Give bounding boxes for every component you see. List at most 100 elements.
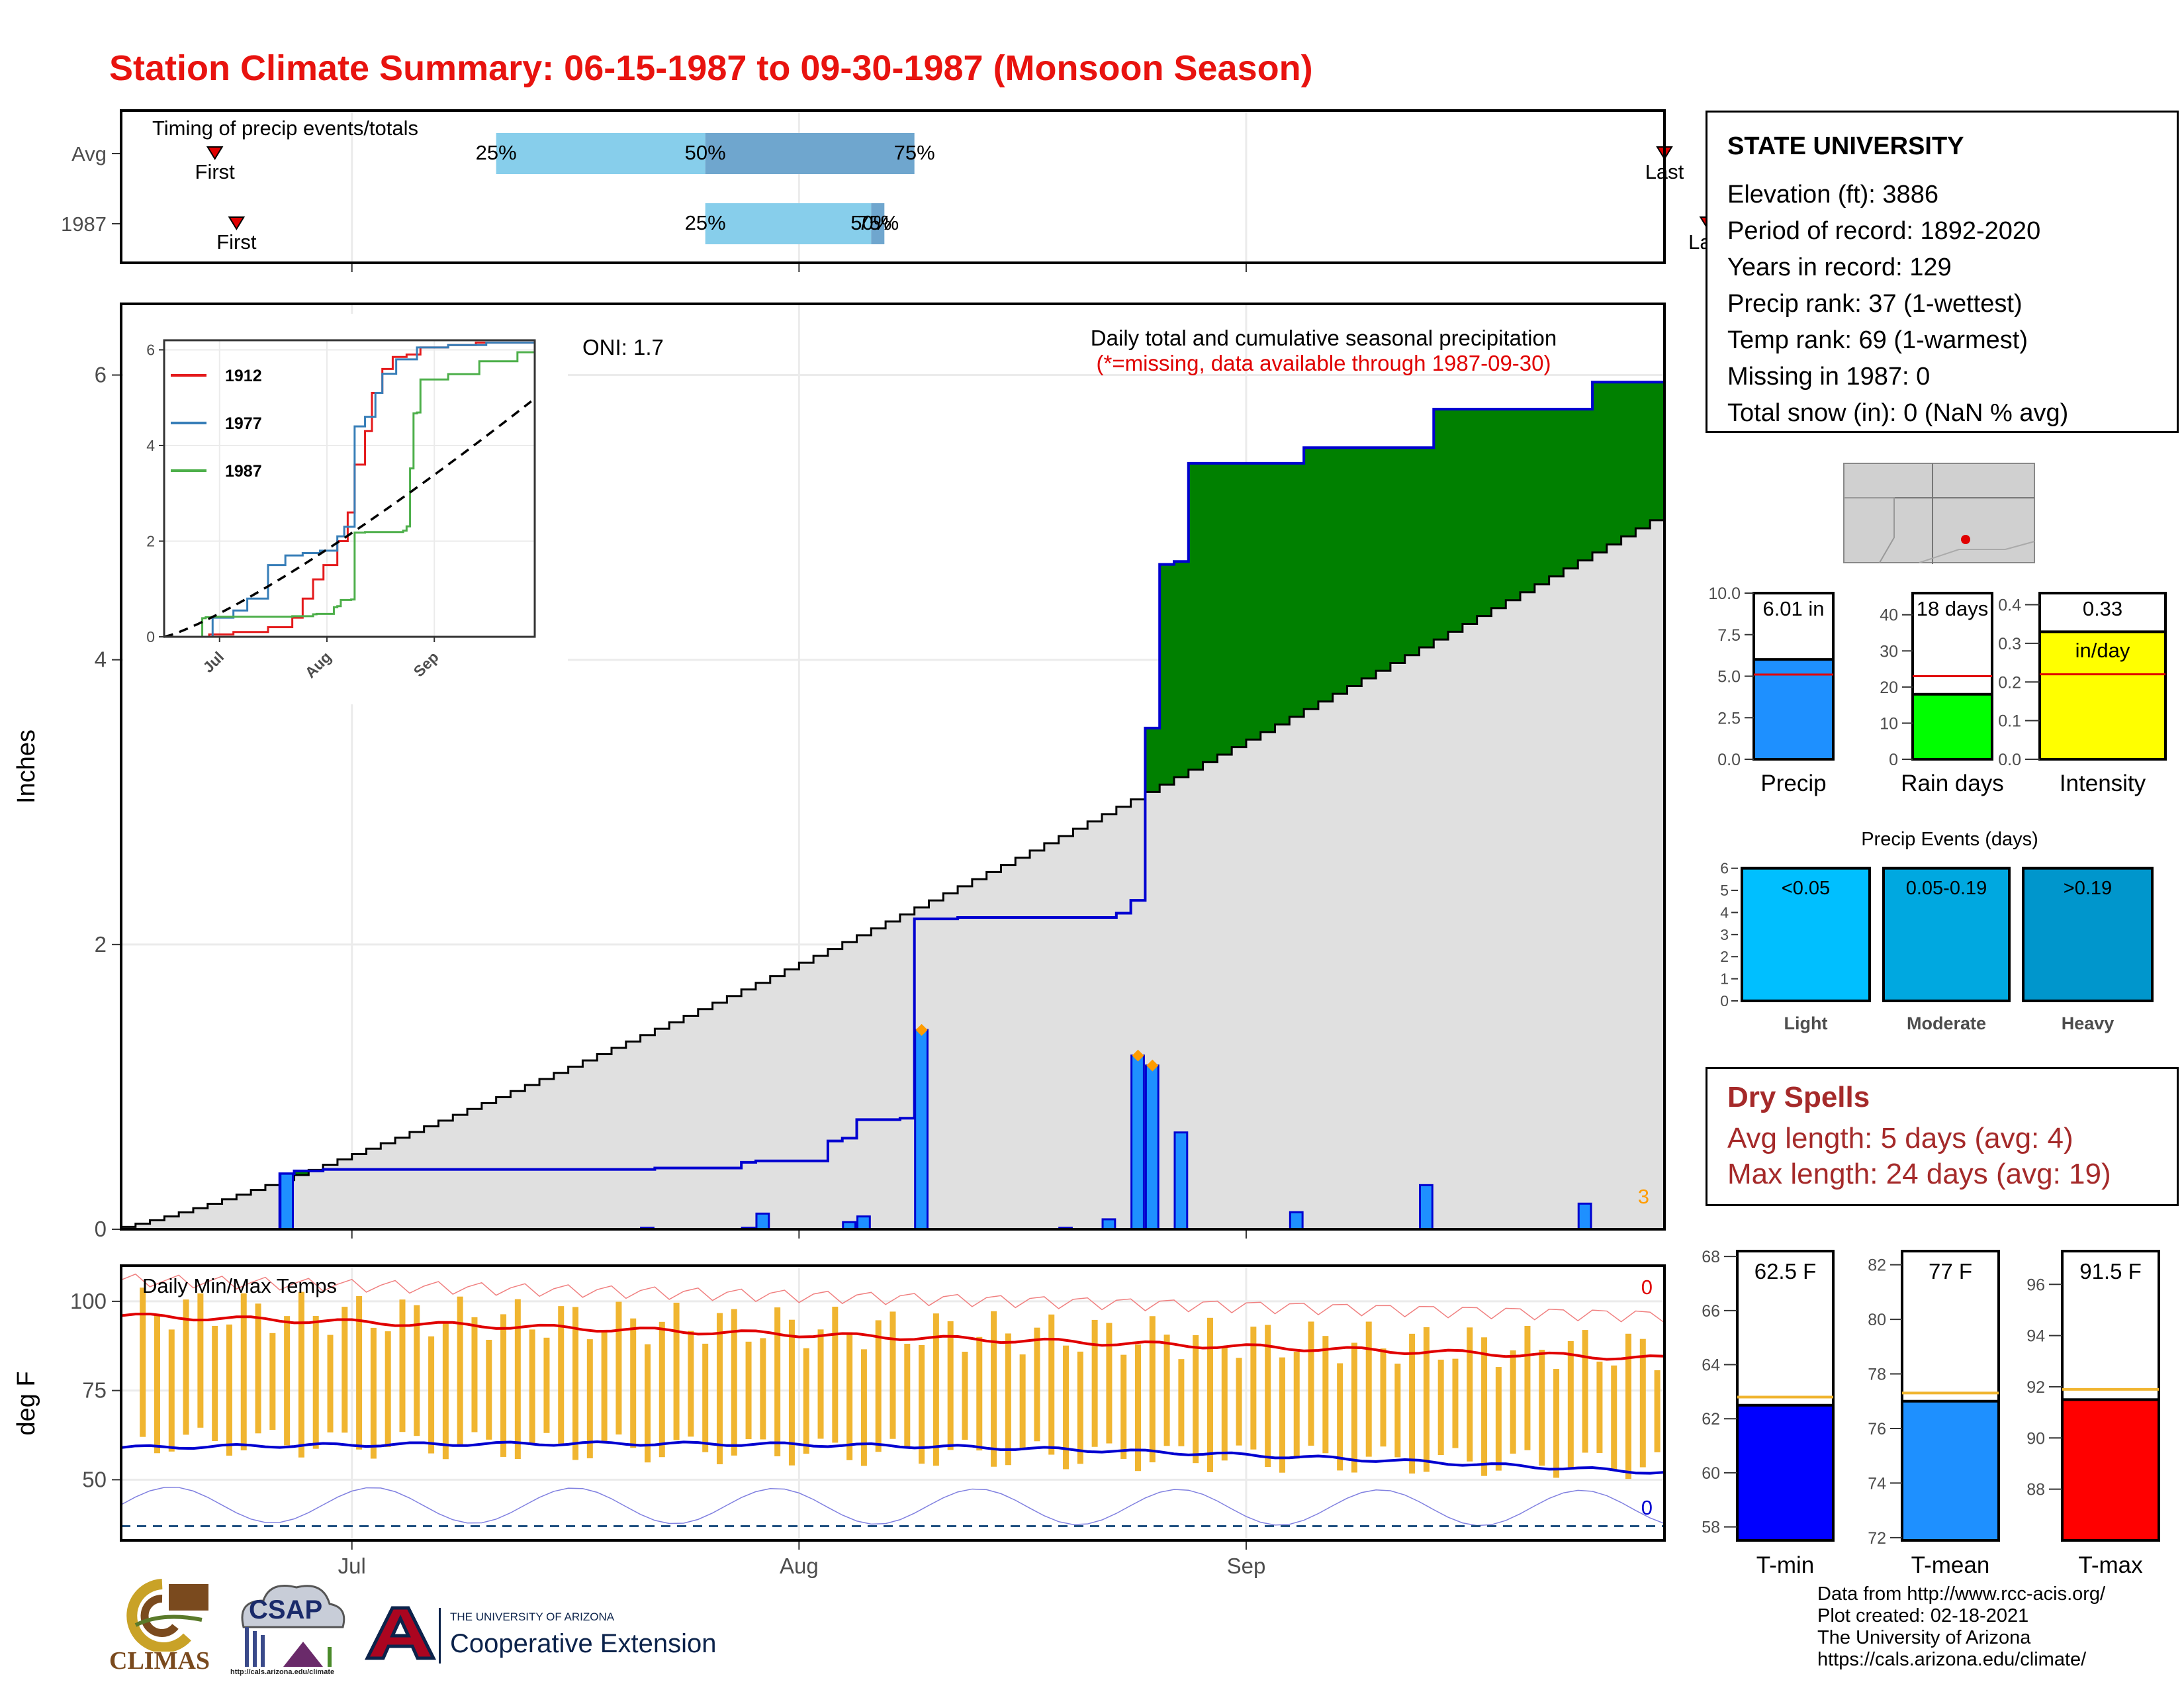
stat-bar-outline: [2038, 630, 2167, 761]
precip-ytick-label: 2: [95, 932, 107, 957]
temp-stat-ytick-label: 80: [1868, 1311, 1886, 1329]
temp-daily-bar: [1034, 1327, 1040, 1442]
stat-bar-intensity: [2041, 632, 2164, 759]
temp-stat-bar-t-min: [1739, 1405, 1832, 1540]
page-title: Station Climate Summary: 06-15-1987 to 0…: [109, 48, 1313, 88]
stat-ytick-label: 5.0: [1717, 668, 1741, 686]
station-precip-rank: Precip rank: 37 (1-wettest): [1727, 290, 2023, 318]
dry-spells-box: Dry Spells Avg length: 5 days (avg: 4) M…: [1706, 1067, 2179, 1206]
temp-stat-category-label: T-mean: [1911, 1552, 1990, 1578]
temp-daily-bar: [933, 1313, 939, 1466]
precip-anomaly-fill: [1448, 409, 1463, 632]
temp-daily-bar: [442, 1323, 449, 1460]
precip-anomaly-fill: [1491, 409, 1506, 608]
inset-frame: [163, 339, 536, 638]
events-ytick-label: 3: [1720, 926, 1729, 943]
stat-category-label: Precip: [1760, 771, 1826, 796]
inset-legend-label: 1912: [225, 367, 262, 385]
temp-daily-bar: [962, 1351, 968, 1440]
temp-daily-bar: [889, 1311, 896, 1439]
missing-count-label: 3: [1638, 1185, 1649, 1208]
timing-upper-box: [705, 133, 915, 174]
temp-daily-bar: [1510, 1350, 1516, 1454]
precip-anomaly-fill: [1304, 447, 1319, 710]
temp-daily-bar: [1149, 1316, 1156, 1463]
precip-daily-bar: [1289, 1211, 1304, 1231]
temp-daily-bar: [1063, 1345, 1069, 1470]
temp-daily-bar: [226, 1324, 232, 1456]
temp-daily-bar: [183, 1299, 189, 1435]
precip-anomaly-fill: [1217, 463, 1232, 755]
temp-xtick-label: Aug: [780, 1554, 819, 1578]
events-range-label: 0.05-0.19: [1906, 878, 1987, 899]
temp-daily-bar: [514, 1299, 521, 1460]
csap-text: CSAP: [249, 1595, 323, 1624]
events-bar-heavy: [2022, 867, 2154, 1002]
timing-pct-label: 75%: [894, 141, 935, 164]
temp-daily-bar: [1236, 1358, 1242, 1446]
temp-daily-bar: [1308, 1321, 1314, 1446]
precip-annotation-title: Daily total and cumulative seasonal prec…: [1091, 326, 1557, 350]
stat-value-label: 18 days: [1917, 597, 1989, 620]
precip-anomaly-fill: [1203, 463, 1218, 763]
stat-ytick-label: 0.1: [1998, 712, 2021, 731]
temp-daily-bar: [197, 1293, 204, 1428]
precip-anomaly-fill: [1650, 382, 1665, 520]
temp-daily-bar: [947, 1321, 954, 1450]
temp-daily-bar: [1293, 1351, 1300, 1459]
temp-stat-ytick-label: 82: [1868, 1256, 1886, 1275]
temp-daily-bar: [168, 1329, 175, 1452]
temp-stat-ytick-label: 64: [1702, 1356, 1720, 1375]
temp-xtick-label: Sep: [1227, 1554, 1266, 1578]
precip-ytick-label: 6: [95, 363, 107, 387]
events-category-label: Heavy: [2062, 1013, 2115, 1033]
precip-daily-bar: [1173, 1131, 1189, 1231]
temp-daily-bar: [803, 1348, 809, 1454]
precip-anomaly-fill: [1578, 409, 1593, 561]
temp-daily-bar: [385, 1331, 391, 1447]
dry-spells-max: Max length: 24 days (avg: 19): [1727, 1158, 2111, 1190]
temp-stat-ytick-label: 78: [1868, 1366, 1886, 1384]
temp-daily-bar: [688, 1331, 694, 1437]
temp-daily-bar: [1553, 1369, 1560, 1478]
temp-daily-bar: [1337, 1363, 1343, 1471]
temp-ytick-label: 100: [70, 1289, 107, 1313]
events-bar-moderate: [1882, 867, 2011, 1002]
timing-pct-label: 75%: [858, 211, 899, 234]
temp-daily-bar: [529, 1329, 535, 1444]
precip-anomaly-fill: [1506, 409, 1521, 600]
temp-stat-ytick-label: 74: [1868, 1474, 1886, 1493]
temp-avg-max-line: [120, 1312, 1665, 1361]
precip-1987-cumulative-line: [121, 379, 1666, 1231]
credit-data-source: Data from http://www.rcc-acis.org/: [1817, 1583, 2106, 1605]
temp-stat-ytick-label: 94: [2026, 1327, 2045, 1346]
temp-stat-bar-t-mean: [1903, 1401, 1997, 1540]
temp-stat-bar-t-max: [2064, 1399, 2158, 1540]
precip-ytick-label: 4: [95, 647, 107, 672]
precip-anomaly-fill: [1534, 409, 1550, 585]
stat-ytick-label: 20: [1880, 679, 1898, 697]
temp-daily-bar: [255, 1303, 261, 1434]
precip-anomaly-fill: [1160, 564, 1175, 785]
temp-daily-bar: [356, 1295, 363, 1450]
temp-stat-bar-outline: [1901, 1399, 2000, 1542]
temp-daily-bar: [832, 1306, 839, 1443]
temp-stat-ytick-label: 66: [1702, 1302, 1720, 1321]
inset-ytick-label: 2: [146, 532, 155, 549]
stat-ytick-label: 0: [1889, 751, 1898, 769]
temp-max-count-label: 0: [1641, 1276, 1653, 1299]
precip-daily-bar: [1577, 1202, 1592, 1231]
precip-anomaly-fill: [1260, 463, 1276, 732]
ua-big-text: Cooperative Extension: [450, 1629, 717, 1658]
precip-daily-bar: [755, 1212, 770, 1231]
temp-panel-frame: [120, 1264, 1666, 1542]
precip-daily-bar: [279, 1172, 295, 1231]
inset-series-1987: [164, 351, 536, 638]
temp-daily-bar: [1048, 1314, 1055, 1455]
stat-ytick-label: 0.0: [1998, 751, 2021, 769]
precip-anomaly-fill: [1462, 409, 1478, 624]
oni-label: ONI: 1.7: [582, 335, 664, 359]
station-years: Years in record: 129: [1727, 254, 1952, 281]
temp-daily-bar: [860, 1349, 867, 1466]
stat-bar-outline: [1911, 692, 1993, 761]
